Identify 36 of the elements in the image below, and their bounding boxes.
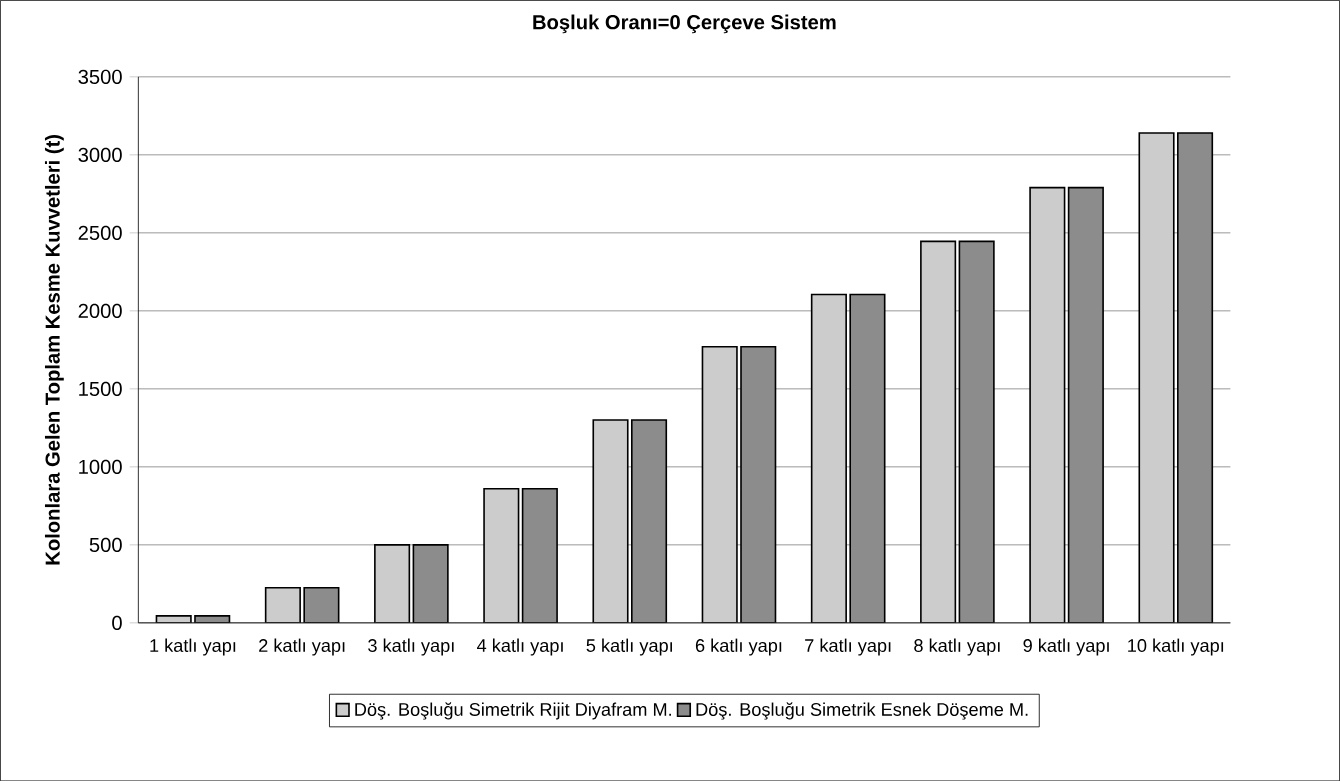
x-tick-label: 7 katlı yapı — [805, 638, 891, 656]
x-tick-label: 4 katlı yapı — [477, 638, 563, 656]
bar — [630, 419, 668, 623]
chart-title: Boşluk Oranı=0 Çerçeve Sistem — [533, 14, 836, 34]
y-tick-label: 500 — [89, 537, 122, 552]
bar — [374, 543, 411, 623]
bar — [412, 543, 449, 623]
bar — [1177, 132, 1214, 623]
bar — [483, 487, 520, 623]
bar — [1029, 186, 1066, 623]
x-tick-label: 6 katlı yapı — [695, 638, 782, 656]
bar — [592, 419, 629, 623]
x-tick-label: 8 katlı yapı — [914, 638, 1000, 656]
x-tick-label: 2 katlı yapı — [259, 638, 345, 656]
bar — [849, 293, 886, 623]
y-tick-label: 3000 — [78, 147, 122, 162]
y-tick-label: 0 — [112, 615, 122, 630]
bar — [701, 345, 738, 623]
bar — [1138, 132, 1175, 623]
x-tick-label: 3 katlı yapı — [368, 638, 454, 656]
legend-label: Döş. Boşluğu Simetrik Esnek Döşeme M. — [696, 702, 1028, 720]
y-tick-label: 1000 — [79, 459, 122, 474]
bar — [303, 586, 340, 623]
y-tick-label: 1500 — [79, 381, 122, 396]
x-tick-label: 1 katlı yapı — [150, 638, 236, 656]
x-tick-label: 10 katlı yapı — [1128, 638, 1224, 656]
bar — [920, 240, 957, 623]
y-tick-label: 2000 — [78, 303, 122, 318]
bar — [264, 586, 301, 623]
x-tick-label: 9 katlı yapı — [1023, 638, 1109, 656]
legend-label: Döş. Boşluğu Simetrik Rijit Diyafram M. — [355, 702, 672, 720]
x-tick-label: 5 katlı yapı — [586, 638, 672, 656]
bar — [810, 293, 847, 623]
y-axis-title: Kolonlara Gelen Toplam Kesme Kuvvetleri (t) — [44, 134, 64, 565]
y-tick-label: 2500 — [78, 225, 122, 240]
y-tick-label: 3500 — [78, 69, 122, 84]
